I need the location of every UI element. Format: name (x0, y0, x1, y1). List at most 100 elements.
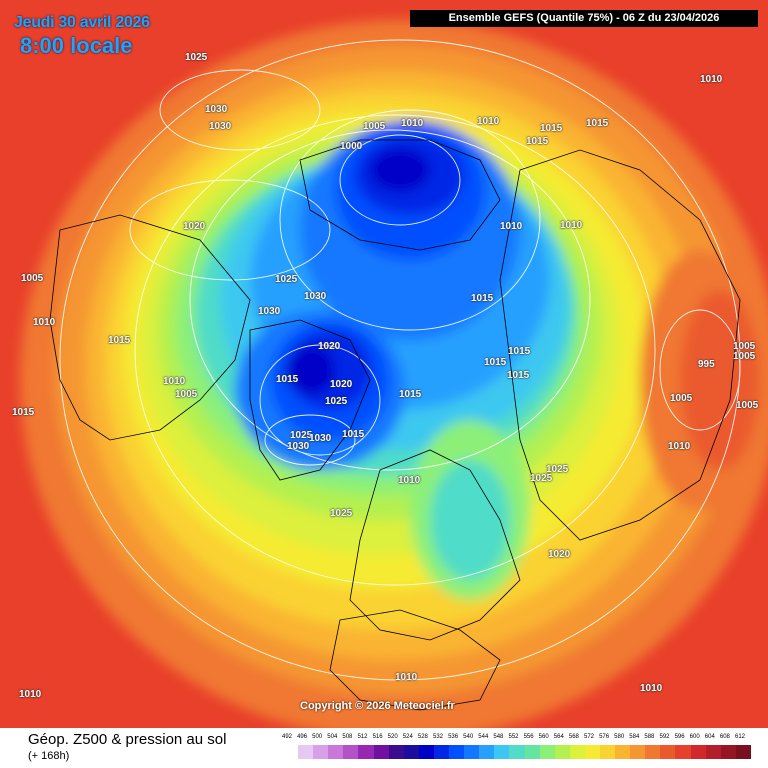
pressure-label: 1015 (108, 335, 131, 346)
pressure-label: 1020 (318, 341, 341, 352)
legend-tick-504: 504 (327, 734, 338, 740)
legend-swatch (328, 745, 344, 759)
legend-tick-520: 520 (387, 734, 398, 740)
legend-tick-604: 604 (704, 734, 715, 740)
pressure-label: 995 (698, 359, 715, 370)
legend-tick-524: 524 (402, 734, 413, 740)
legend-swatch (449, 745, 465, 759)
legend-swatch (313, 745, 329, 759)
pressure-label: 1030 (205, 104, 228, 115)
pressure-label: 1030 (209, 121, 232, 132)
legend-swatch (675, 745, 691, 759)
legend-tick-516: 516 (372, 734, 383, 740)
pressure-label: 1025 (330, 508, 353, 519)
legend-swatch (373, 745, 389, 759)
pressure-label: 1030 (258, 306, 281, 317)
pressure-label: 1000 (340, 141, 363, 152)
legend-swatch (720, 745, 736, 759)
pressure-label: 1025 (275, 274, 298, 285)
legend-swatch (388, 745, 404, 759)
pressure-label: 1020 (548, 549, 571, 560)
polar-map: Jeudi 30 avril 2026 8:00 locale Ensemble… (12, 10, 768, 728)
map-icon (20, 20, 768, 728)
legend-swatch (298, 745, 314, 759)
pressure-label: 1025 (185, 52, 208, 63)
pressure-label: 1020 (183, 221, 206, 232)
legend-tick-600: 600 (689, 734, 700, 740)
legend-swatch (630, 745, 646, 759)
pressure-label: 1015 (540, 123, 563, 134)
pressure-label: 1005 (21, 273, 44, 284)
pressure-label: 1010 (33, 317, 56, 328)
legend-swatch (735, 745, 751, 759)
pressure-label: 1025 (325, 396, 348, 407)
pressure-label: 1005 (733, 341, 756, 352)
legend-tick-564: 564 (553, 734, 564, 740)
legend-tick-532: 532 (432, 734, 444, 740)
map-title: Géop. Z500 & pression au sol (28, 731, 227, 748)
legend-swatch (690, 745, 706, 759)
pressure-label: 1015 (507, 370, 530, 381)
pressure-label: 1010 (19, 689, 42, 700)
legend-swatch (539, 745, 555, 759)
pressure-label: 1010 (668, 441, 691, 452)
legend-tick-540: 540 (463, 734, 474, 740)
model-run-label: Ensemble GEFS (Quantile 75%) - 06 Z du 2… (410, 10, 758, 27)
pressure-label: 1010 (477, 116, 500, 127)
legend-swatch (403, 745, 419, 759)
forecast-offset: (+ 168h) (28, 750, 70, 762)
legend-tick-608: 608 (719, 734, 730, 740)
legend-swatch (358, 745, 374, 759)
legend-swatch (584, 745, 600, 759)
date-label: Jeudi 30 avril 2026 (14, 14, 150, 31)
legend-tick-592: 592 (659, 734, 670, 740)
legend-tick-536: 536 (448, 734, 459, 740)
pressure-label: 1010 (640, 683, 663, 694)
copyright-label: Copyright © 2026 Meteociel.fr (300, 700, 455, 712)
legend-tick-584: 584 (629, 734, 640, 740)
pressure-label: 1025 (530, 473, 553, 484)
legend-swatch (569, 745, 585, 759)
legend-swatch (283, 745, 299, 759)
legend-swatch (660, 745, 676, 759)
pressure-label: 1010 (560, 220, 583, 231)
pressure-label: 1030 (287, 441, 310, 452)
legend-tick-552: 552 (508, 734, 519, 740)
legend-swatch (433, 745, 450, 759)
legend-tick-544: 544 (478, 734, 489, 740)
legend-tick-500: 500 (312, 734, 323, 740)
legend-swatch (524, 745, 540, 759)
legend-tick-492: 492 (281, 734, 293, 740)
pressure-label: 1005 (363, 121, 386, 132)
pressure-label: 1030 (309, 433, 332, 444)
pressure-label: 1010 (700, 74, 723, 85)
pressure-label: 1010 (395, 672, 418, 683)
legend-swatch (418, 745, 434, 759)
pressure-label: 1005 (670, 393, 693, 404)
color-scale-icon (283, 745, 751, 759)
legend-tick-612: 612 (734, 734, 746, 740)
pressure-label: 1010 (500, 221, 523, 232)
legend-swatch (645, 745, 661, 759)
legend-tick-596: 596 (674, 734, 685, 740)
legend-tick-568: 568 (568, 734, 579, 740)
legend-tick-508: 508 (342, 734, 353, 740)
pressure-label: 1015 (471, 293, 494, 304)
pressure-label: 1015 (12, 407, 35, 418)
pressure-label: 1005 (736, 400, 759, 411)
legend-swatch (494, 745, 510, 759)
pressure-label: 1005 (733, 351, 756, 362)
legend-tick-580: 580 (614, 734, 625, 740)
pressure-label: 1015 (508, 346, 531, 357)
pressure-label: 1010 (163, 376, 186, 387)
pressure-label: 1025 (546, 464, 569, 475)
legend-swatch (599, 745, 616, 759)
legend-tick-576: 576 (599, 734, 610, 740)
legend-ticks: 492 496 500 504 508 512 516 520 524 528 532 536 540 5… (281, 734, 751, 744)
legend-tick-588: 588 (644, 734, 655, 740)
pressure-label: 1010 (398, 475, 421, 486)
pressure-label: 1025 (290, 430, 313, 441)
legend-swatch (509, 745, 525, 759)
pressure-label: 1015 (276, 374, 299, 385)
pressure-label: 1015 (526, 136, 549, 147)
